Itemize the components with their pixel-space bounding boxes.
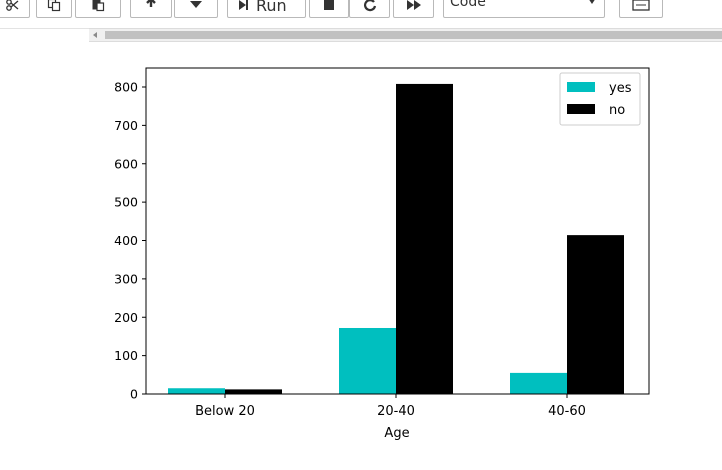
fast-forward-icon — [406, 0, 421, 10]
legend-label-yes: yes — [609, 81, 632, 96]
command-palette-button[interactable] — [619, 0, 663, 18]
x-tick-label: Below 20 — [195, 404, 255, 419]
y-tick-label: 200 — [114, 310, 138, 325]
bar-yes-20-40 — [339, 327, 396, 394]
output-horizontal-scrollbar[interactable] — [89, 28, 722, 42]
arrow-up-icon — [146, 0, 156, 7]
cell-type-value: Code — [450, 0, 486, 10]
chevron-down-icon — [588, 0, 596, 4]
y-tick-label: 500 — [114, 195, 138, 210]
copy-cells-button[interactable] — [36, 0, 72, 18]
restart-run-all-button[interactable] — [393, 0, 434, 18]
stop-icon — [324, 0, 334, 10]
paste-cells-button[interactable] — [75, 0, 121, 18]
copy-icon — [47, 0, 61, 12]
bar-yes-below-20 — [168, 388, 225, 394]
scissors-icon — [6, 0, 19, 11]
grouped-bar-chart: 0 100 200 300 400 500 600 700 800 Below 20 20-40 4… — [114, 67, 650, 441]
y-tick-label: 400 — [114, 233, 138, 248]
legend: yes no — [559, 72, 641, 126]
step-forward-icon — [239, 0, 248, 10]
restart-icon — [363, 0, 376, 12]
cell-type-select[interactable]: Code — [443, 0, 605, 18]
legend-swatch-yes — [567, 82, 595, 92]
y-tick-label: 700 — [114, 118, 138, 133]
run-cell-button[interactable]: Run — [227, 0, 306, 18]
x-axis-label: Age — [384, 426, 409, 441]
y-tick-label: 600 — [114, 156, 138, 171]
chart-output: 0 100 200 300 400 500 600 700 800 Below 20 20-40 4… — [0, 42, 722, 466]
y-tick-label: 0 — [130, 387, 138, 402]
cut-cells-button[interactable] — [0, 0, 30, 18]
legend-swatch-no — [567, 104, 595, 114]
bar-yes-40-60 — [510, 372, 567, 394]
bar-no-20-40 — [396, 83, 453, 395]
legend-label-no: no — [609, 103, 625, 118]
y-tick-label: 300 — [114, 271, 138, 286]
x-tick-label: 40-60 — [548, 404, 586, 419]
keyboard-icon — [632, 0, 650, 11]
move-cell-down-button[interactable] — [174, 0, 218, 18]
notebook-toolbar: Run Code — [0, 0, 722, 29]
x-tick-label: 20-40 — [377, 404, 415, 419]
paste-icon — [92, 0, 105, 12]
run-label: Run — [256, 0, 287, 15]
bar-no-below-20 — [225, 389, 282, 394]
move-cell-up-button[interactable] — [130, 0, 172, 18]
y-tick-label: 100 — [114, 348, 138, 363]
restart-kernel-button[interactable] — [349, 0, 390, 18]
plot-frame — [145, 67, 650, 395]
arrow-down-icon — [190, 1, 202, 8]
scrollbar-thumb[interactable] — [105, 31, 722, 39]
bar-no-40-60 — [567, 235, 624, 394]
scroll-left-icon[interactable] — [93, 32, 97, 38]
y-tick-label: 800 — [114, 80, 138, 95]
interrupt-kernel-button[interactable] — [309, 0, 349, 18]
